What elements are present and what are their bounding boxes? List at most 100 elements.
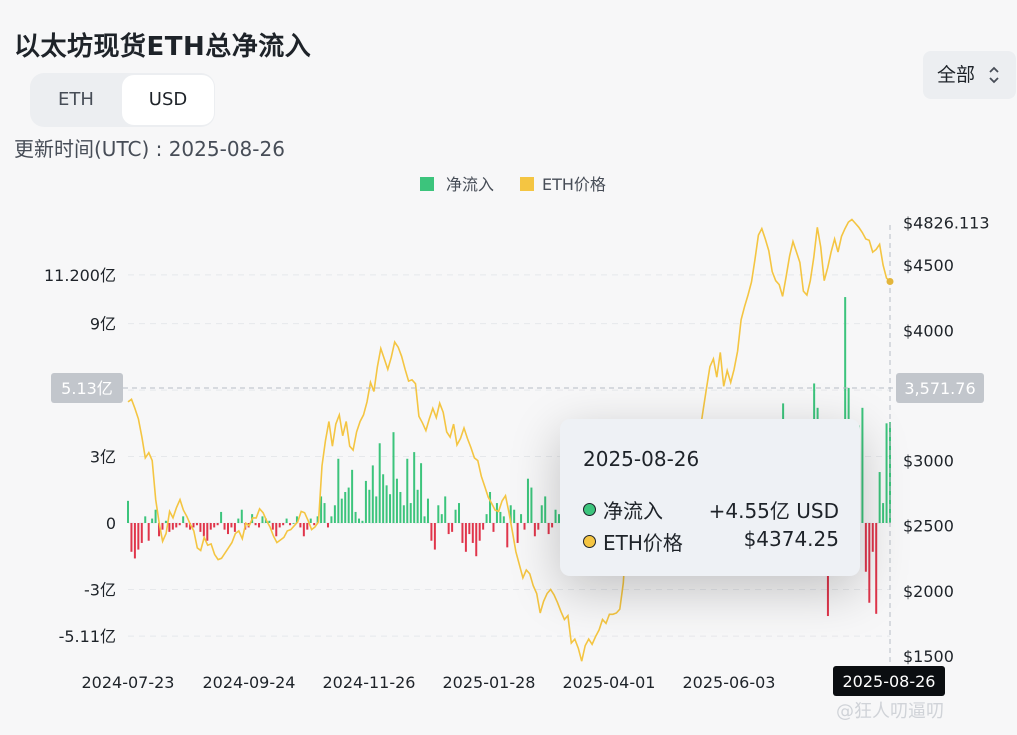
netflow-bar	[220, 511, 223, 523]
right-axis-labels: $1500 $2000 $2500 $3000 $4000 $4500 $4826.113	[903, 214, 990, 666]
netflow-bar	[499, 511, 502, 523]
x-tick-1: 2024-09-24	[203, 673, 296, 692]
netflow-bar	[285, 518, 288, 523]
netflow-bar	[385, 485, 388, 523]
netflow-bar	[189, 523, 192, 530]
netflow-bar	[502, 516, 505, 523]
netflow-bar	[875, 523, 878, 614]
netflow-bar	[333, 505, 336, 523]
netflow-bar	[440, 514, 443, 523]
netflow-bar	[513, 509, 516, 523]
currency-toggle[interactable]: ETH USD	[30, 73, 215, 127]
netflow-bar	[389, 494, 392, 523]
price-dot-icon	[583, 535, 596, 548]
netflow-bar	[551, 523, 554, 528]
netflow-bar	[378, 443, 381, 523]
netflow-bar	[268, 520, 271, 523]
netflow-bar	[516, 523, 519, 543]
netflow-bar	[209, 523, 212, 530]
y-right-tick-5: $4000	[903, 321, 954, 340]
netflow-bar	[313, 523, 316, 526]
y-right-tick-7: $4826.113	[903, 214, 990, 233]
netflow-bar	[361, 520, 364, 523]
page-title: 以太坊现货ETH总净流入	[14, 32, 312, 62]
netflow-bar	[482, 523, 485, 530]
y-left-tick-3: 3亿	[90, 448, 116, 467]
netflow-bar	[547, 523, 550, 535]
netflow-bar	[368, 489, 371, 523]
range-select[interactable]: 全部	[923, 51, 1016, 99]
tooltip-date: 2025-08-26	[583, 447, 700, 471]
netflow-bar	[878, 472, 881, 523]
crosshair: 5.13亿 3,571.76 2025-08-26	[51, 225, 984, 696]
netflow-bar	[485, 514, 488, 523]
y-right-tick-2: $2500	[903, 517, 954, 536]
netflow-bar	[292, 523, 295, 524]
legend-netflow-label[interactable]: 净流入	[446, 175, 494, 194]
netflow-bar	[471, 523, 474, 543]
y-right-tick-6: $4500	[903, 256, 954, 275]
netflow-bar	[871, 523, 874, 552]
netflow-bar	[540, 505, 543, 523]
toggle-eth-button[interactable]: ETH	[58, 89, 94, 110]
netflow-bar	[351, 469, 354, 523]
netflow-bar	[240, 509, 243, 523]
netflow-bar	[144, 516, 147, 523]
netflow-bar	[302, 523, 305, 537]
netflow-bar	[258, 523, 261, 528]
y-left-tick-1: -3亿	[84, 580, 116, 599]
netflow-bar	[406, 458, 409, 523]
netflow-bar	[289, 523, 292, 526]
netflow-bar	[430, 523, 433, 541]
netflow-bar	[451, 523, 454, 532]
netflow-bar	[147, 523, 150, 541]
netflow-bar	[495, 503, 498, 523]
netflow-bar	[140, 523, 143, 543]
netflow-bar	[299, 523, 302, 528]
netflow-bar	[409, 503, 412, 523]
tooltip-price-value: $4374.25	[743, 527, 839, 551]
netflow-bar	[295, 516, 298, 523]
y-right-tick-1: $2000	[903, 582, 954, 601]
crosshair-date-value: 2025-08-26	[843, 672, 936, 691]
crosshair-right-badge	[896, 373, 984, 403]
legend-price-label[interactable]: ETH价格	[542, 175, 606, 194]
netflow-bar	[392, 432, 395, 523]
netflow-bar	[530, 487, 533, 523]
netflow-bar	[178, 523, 181, 526]
chart-legend: 净流入 ETH价格	[420, 175, 606, 194]
update-time: 更新时间(UTC) : 2025-08-26	[14, 137, 285, 161]
netflow-bar	[864, 523, 867, 572]
netflow-bar	[168, 523, 171, 532]
crosshair-price-dot	[886, 277, 894, 285]
netflow-bar	[489, 491, 492, 523]
netflow-bar	[195, 523, 198, 526]
netflow-bar	[420, 463, 423, 523]
toggle-usd-button[interactable]: USD	[122, 75, 214, 125]
crosshair-date-badge	[833, 666, 945, 696]
netflow-bar	[271, 523, 274, 530]
netflow-bar	[199, 523, 202, 532]
netflow-bar	[309, 518, 312, 523]
netflow-bar	[213, 523, 216, 528]
netflow-bar	[344, 491, 347, 523]
netflow-bar	[275, 523, 278, 537]
netflow-bar	[133, 523, 136, 559]
netflow-bar	[371, 465, 374, 523]
x-tick-3: 2025-01-28	[443, 673, 536, 692]
y-left-tick-2: 0	[106, 514, 116, 533]
netflow-bar	[158, 523, 161, 537]
netflow-bar	[475, 523, 478, 557]
netflow-bar	[437, 505, 440, 523]
netflow-bar	[882, 503, 885, 523]
netflow-bar	[326, 523, 329, 528]
tooltip-netflow-label: 净流入	[603, 499, 663, 523]
y-left-tick-5: 9亿	[90, 315, 116, 334]
netflow-bar	[237, 518, 240, 523]
netflow-bar	[426, 498, 429, 523]
netflow-bar	[206, 523, 209, 541]
netflow-bar	[885, 423, 888, 523]
netflow-bar	[506, 523, 509, 548]
chevron-updown-icon	[987, 51, 1001, 119]
